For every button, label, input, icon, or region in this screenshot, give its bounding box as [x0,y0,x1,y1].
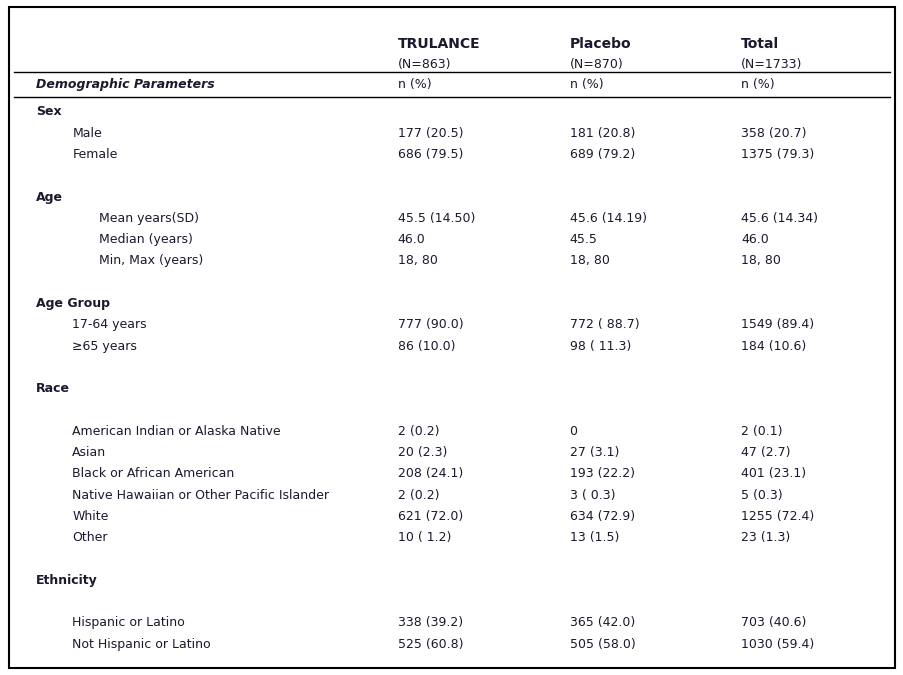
Text: White: White [72,510,108,523]
Text: n (%): n (%) [569,78,602,91]
Text: Ethnicity: Ethnicity [36,574,98,587]
Text: 365 (42.0): 365 (42.0) [569,616,634,629]
Text: 177 (20.5): 177 (20.5) [397,127,462,140]
Text: 2 (0.2): 2 (0.2) [397,489,439,502]
Text: Min, Max (years): Min, Max (years) [99,254,203,267]
Text: Female: Female [72,148,117,161]
Text: 18, 80: 18, 80 [740,254,780,267]
Text: ≥65 years: ≥65 years [72,340,137,352]
Text: n (%): n (%) [740,78,774,91]
Text: 621 (72.0): 621 (72.0) [397,510,462,523]
Text: 505 (58.0): 505 (58.0) [569,638,635,651]
Text: Sex: Sex [36,105,61,118]
Text: 18, 80: 18, 80 [569,254,609,267]
Text: 1375 (79.3): 1375 (79.3) [740,148,814,161]
Text: Asian: Asian [72,446,107,459]
Text: (N=870): (N=870) [569,57,622,71]
Text: 703 (40.6): 703 (40.6) [740,616,805,629]
Text: 772 ( 88.7): 772 ( 88.7) [569,319,638,331]
Text: 1030 (59.4): 1030 (59.4) [740,638,814,651]
Text: Hispanic or Latino: Hispanic or Latino [72,616,185,629]
Text: Native Hawaiian or Other Pacific Islander: Native Hawaiian or Other Pacific Islande… [72,489,329,502]
Text: 10 ( 1.2): 10 ( 1.2) [397,531,451,544]
Text: 525 (60.8): 525 (60.8) [397,638,462,651]
Text: 5 (0.3): 5 (0.3) [740,489,782,502]
Text: 17-64 years: 17-64 years [72,319,147,331]
Text: 23 (1.3): 23 (1.3) [740,531,789,544]
Text: Mean years(SD): Mean years(SD) [99,212,200,225]
Text: 181 (20.8): 181 (20.8) [569,127,634,140]
Text: 18, 80: 18, 80 [397,254,437,267]
Text: 47 (2.7): 47 (2.7) [740,446,790,459]
Text: 13 (1.5): 13 (1.5) [569,531,619,544]
Text: 1255 (72.4): 1255 (72.4) [740,510,814,523]
Text: 358 (20.7): 358 (20.7) [740,127,805,140]
Text: 193 (22.2): 193 (22.2) [569,467,634,481]
Text: TRULANCE: TRULANCE [397,37,479,51]
Text: 689 (79.2): 689 (79.2) [569,148,634,161]
Text: 1549 (89.4): 1549 (89.4) [740,319,814,331]
Text: 98 ( 11.3): 98 ( 11.3) [569,340,630,352]
Text: Race: Race [36,382,70,395]
Text: 45.6 (14.34): 45.6 (14.34) [740,212,817,225]
Text: n (%): n (%) [397,78,431,91]
Text: 0: 0 [569,425,577,437]
Text: Age Group: Age Group [36,297,110,310]
Text: Not Hispanic or Latino: Not Hispanic or Latino [72,638,210,651]
Text: Demographic Parameters: Demographic Parameters [36,78,215,91]
Text: 401 (23.1): 401 (23.1) [740,467,805,481]
Text: 27 (3.1): 27 (3.1) [569,446,619,459]
Text: 45.6 (14.19): 45.6 (14.19) [569,212,646,225]
Text: 686 (79.5): 686 (79.5) [397,148,462,161]
Text: 634 (72.9): 634 (72.9) [569,510,634,523]
Text: 45.5: 45.5 [569,233,597,246]
Text: 3 ( 0.3): 3 ( 0.3) [569,489,614,502]
Text: 45.5 (14.50): 45.5 (14.50) [397,212,475,225]
Text: 20 (2.3): 20 (2.3) [397,446,447,459]
Text: 777 (90.0): 777 (90.0) [397,319,463,331]
Text: 46.0: 46.0 [397,233,425,246]
Text: 338 (39.2): 338 (39.2) [397,616,462,629]
Text: 208 (24.1): 208 (24.1) [397,467,462,481]
Text: 46.0: 46.0 [740,233,768,246]
Text: 2 (0.1): 2 (0.1) [740,425,782,437]
Text: Black or African American: Black or African American [72,467,234,481]
Text: American Indian or Alaska Native: American Indian or Alaska Native [72,425,281,437]
Text: Median (years): Median (years) [99,233,193,246]
Text: Age: Age [36,190,63,204]
Text: Total: Total [740,37,778,51]
Text: Other: Other [72,531,107,544]
Text: 86 (10.0): 86 (10.0) [397,340,455,352]
Text: (N=863): (N=863) [397,57,451,71]
Text: 2 (0.2): 2 (0.2) [397,425,439,437]
Text: Male: Male [72,127,102,140]
Text: 184 (10.6): 184 (10.6) [740,340,805,352]
Text: Placebo: Placebo [569,37,630,51]
Text: (N=1733): (N=1733) [740,57,802,71]
